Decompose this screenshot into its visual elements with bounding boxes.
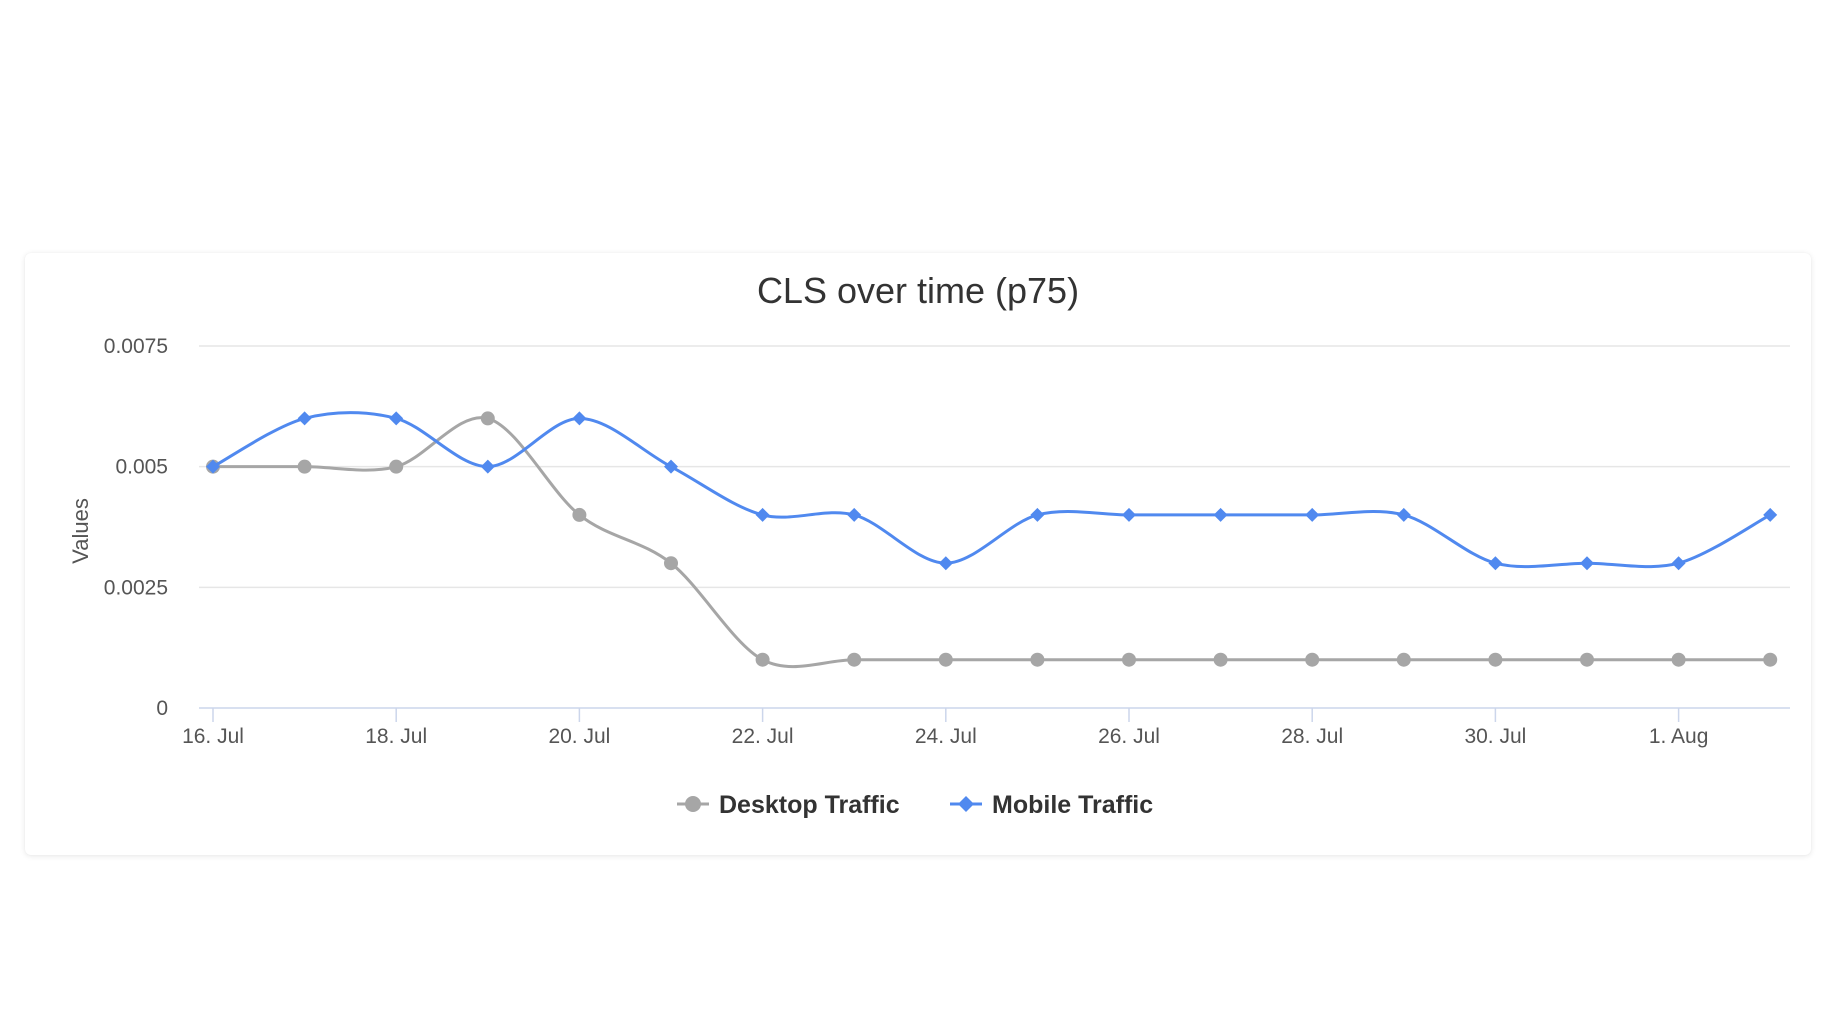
data-point [664, 459, 678, 474]
data-point [1213, 507, 1228, 522]
data-point [572, 411, 587, 426]
series-layer [206, 411, 1778, 669]
data-point [1122, 652, 1136, 667]
data-point [480, 411, 495, 426]
chart-card: CLS over time (p75) Values 0 0.0025 0.005 0… [25, 253, 1811, 855]
y-axis-label: Values [68, 498, 93, 564]
y-tick-label: 0.005 [115, 456, 168, 479]
data-point [1213, 652, 1228, 667]
x-tick-label: 26. Jul [1098, 725, 1160, 748]
legend: Desktop Traffic Mobile Traffic [677, 791, 1153, 819]
data-point [389, 411, 404, 426]
data-point [1305, 652, 1320, 667]
legend-item: Mobile Traffic [950, 791, 1153, 819]
data-point [1580, 556, 1594, 571]
x-tick-label: 28. Jul [1281, 725, 1343, 748]
x-tick-label: 18. Jul [365, 725, 427, 748]
data-point [1305, 507, 1320, 522]
y-tick-label: 0.0075 [104, 335, 168, 358]
series-desktop-traffic [206, 411, 1778, 669]
data-point [1396, 652, 1411, 667]
series-mobile-traffic [206, 411, 1778, 571]
gridlines [199, 345, 1790, 589]
data-point [1488, 652, 1503, 667]
data-point [1671, 652, 1686, 667]
data-point [847, 507, 862, 522]
data-point [938, 556, 953, 571]
data-point [297, 459, 312, 474]
legend-item: Desktop Traffic [677, 791, 900, 819]
chart-svg: CLS over time (p75) Values 00.00250.0050… [68, 270, 1790, 819]
legend-label: Desktop Traffic [719, 791, 900, 819]
data-point [1671, 556, 1686, 571]
legend-label: Mobile Traffic [992, 791, 1153, 819]
data-point [297, 411, 312, 426]
data-point [1763, 507, 1778, 522]
x-tick-label: 24. Jul [915, 725, 977, 748]
data-point [1580, 652, 1594, 667]
x-axis: 16. Jul 18. Jul 20. Jul 22. Jul 24. Jul 26. J… [182, 707, 1790, 748]
y-axis-ticks: 0 0.0025 0.005 0.0075 [104, 335, 168, 720]
data-point [755, 507, 770, 522]
data-point [958, 796, 974, 812]
data-point [1030, 507, 1045, 522]
y-tick-label: 0 [156, 697, 168, 720]
data-point [755, 652, 770, 667]
data-point [1122, 507, 1136, 522]
data-point [1488, 556, 1503, 571]
x-tick-label: 20. Jul [548, 725, 610, 748]
x-tick-label: 16. Jul [182, 725, 244, 748]
data-point [206, 459, 220, 474]
data-point [1763, 652, 1778, 667]
data-point [847, 652, 862, 667]
data-point [938, 652, 953, 667]
x-tick-label: 22. Jul [732, 725, 794, 748]
chart-title: CLS over time (p75) [757, 270, 1079, 311]
x-tick-label: 30. Jul [1464, 725, 1526, 748]
series-line [212, 411, 1771, 569]
data-point [1396, 507, 1411, 522]
data-point [685, 796, 701, 812]
data-point [389, 459, 404, 474]
y-tick-label: 0.0025 [104, 576, 168, 599]
data-point [1030, 652, 1045, 667]
data-point [480, 459, 495, 474]
x-tick-label: 1. Aug [1649, 725, 1709, 748]
data-point [664, 556, 678, 571]
data-point [572, 507, 587, 522]
